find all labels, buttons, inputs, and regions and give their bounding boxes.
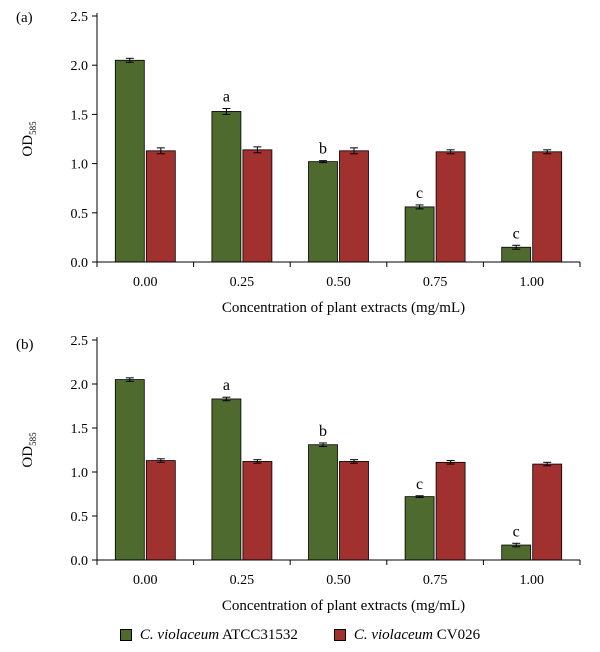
y-axis-title: OD585 bbox=[20, 432, 38, 468]
x-tick-label: 0.50 bbox=[326, 573, 351, 588]
x-tick-label: 0.00 bbox=[133, 275, 158, 290]
bar bbox=[404, 206, 435, 263]
x-tick-label: 0.25 bbox=[230, 275, 255, 290]
legend-swatch-cv026 bbox=[333, 629, 346, 641]
legend: C. violaceum ATCC31532 C. violaceum CV02… bbox=[0, 622, 600, 648]
y-axis-title-main: OD bbox=[20, 135, 36, 157]
significance-label: a bbox=[223, 88, 230, 105]
x-tick-label: 1.00 bbox=[519, 573, 544, 588]
bar bbox=[308, 161, 338, 263]
bar bbox=[145, 150, 176, 263]
y-axis-title-main: OD bbox=[20, 446, 36, 468]
legend-item-cv026: C. violaceum CV026 bbox=[333, 626, 481, 644]
bar bbox=[339, 150, 369, 263]
bar bbox=[308, 444, 338, 561]
significance-label: c bbox=[513, 225, 520, 242]
y-tick-label: 2.0 bbox=[71, 59, 89, 74]
chart-panel-2: (b) a b c c 0.0 0.5 1.0 1.5 2.0 2.5 0.00 0.25 0.50 0.7… bbox=[16, 334, 581, 614]
y-tick-label: 1.0 bbox=[71, 158, 89, 173]
bar bbox=[404, 496, 435, 561]
chart-panel-1: (a) a b c c 0.0 0.5 1.0 1.5 2.0 2.5 0.00 0.25 0.50 0.7… bbox=[16, 10, 581, 316]
y-tick-label: 1.5 bbox=[71, 422, 89, 437]
y-axis-title-subscript: 585 bbox=[28, 432, 38, 446]
y-tick-label: 2.0 bbox=[71, 378, 89, 393]
significance-label: b bbox=[319, 423, 327, 440]
significance-label: b bbox=[319, 141, 327, 158]
y-tick-label: 2.5 bbox=[71, 10, 89, 25]
x-tick-label: 0.00 bbox=[133, 573, 158, 588]
significance-label: c bbox=[416, 185, 423, 202]
bar bbox=[242, 149, 273, 263]
chart-panels: (a) a b c c 0.0 0.5 1.0 1.5 2.0 2.5 0.00 0.25 0.50 0.7… bbox=[16, 10, 581, 614]
x-tick-label: 0.25 bbox=[230, 573, 255, 588]
bar bbox=[532, 463, 563, 561]
significance-label: a bbox=[223, 377, 230, 394]
x-tick-label: 0.75 bbox=[423, 573, 448, 588]
y-tick-label: 0.5 bbox=[71, 207, 89, 222]
y-tick-label: 0.5 bbox=[71, 510, 89, 525]
y-tick-label: 0.0 bbox=[71, 256, 89, 271]
bar bbox=[532, 151, 563, 263]
bar bbox=[211, 111, 242, 263]
bar bbox=[435, 151, 466, 263]
y-tick-label: 1.5 bbox=[71, 108, 89, 123]
y-tick-label: 2.5 bbox=[71, 334, 89, 349]
panel-label: (a) bbox=[16, 10, 33, 26]
bar bbox=[145, 460, 176, 561]
legend-item-atcc31532: C. violaceum ATCC31532 bbox=[119, 626, 298, 644]
legend-label-atcc31532: C. violaceum ATCC31532 bbox=[139, 626, 298, 643]
significance-label: c bbox=[416, 476, 423, 493]
x-axis-title: Concentration of plant extracts (mg/mL) bbox=[222, 300, 465, 316]
x-tick-label: 0.50 bbox=[326, 275, 351, 290]
y-tick-label: 0.0 bbox=[71, 554, 89, 569]
y-axis-title-subscript: 585 bbox=[28, 121, 38, 135]
x-tick-label: 1.00 bbox=[519, 275, 544, 290]
y-axis-title: OD585 bbox=[20, 121, 38, 157]
bar bbox=[211, 398, 242, 561]
bar bbox=[435, 461, 466, 561]
legend-swatch-atcc31532 bbox=[119, 629, 132, 641]
bar bbox=[114, 379, 145, 561]
legend-label-cv026: C. violaceum CV026 bbox=[353, 626, 481, 643]
panel-label: (b) bbox=[16, 337, 34, 353]
x-tick-label: 0.75 bbox=[423, 275, 448, 290]
significance-label: c bbox=[513, 523, 520, 540]
bar bbox=[242, 461, 273, 561]
bar bbox=[114, 59, 145, 263]
y-tick-label: 1.0 bbox=[71, 466, 89, 481]
x-axis-title: Concentration of plant extracts (mg/mL) bbox=[222, 598, 465, 614]
bar bbox=[339, 461, 369, 561]
